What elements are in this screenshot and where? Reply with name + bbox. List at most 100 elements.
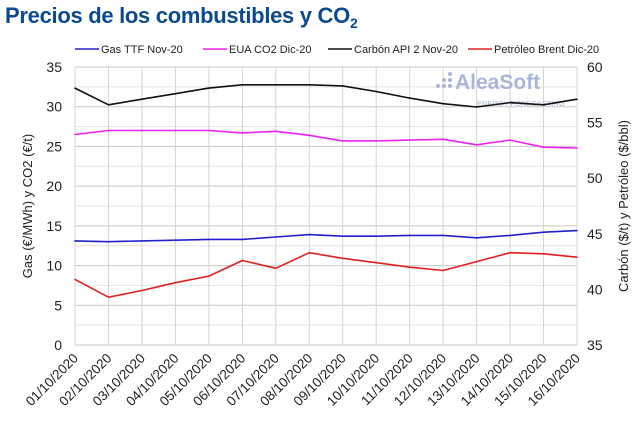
y-right-tick-label: 60 [587, 59, 603, 75]
chart-title: Precios de los combustibles y CO2 [5, 3, 358, 31]
legend-label: EUA CO2 Dic-20 [229, 44, 312, 56]
data-point [475, 236, 478, 239]
data-point [408, 234, 411, 237]
logo-dot [442, 84, 446, 88]
series-line-2 [74, 84, 578, 108]
data-point [375, 90, 378, 93]
data-point [308, 134, 311, 137]
data-point [174, 281, 177, 284]
data-point [576, 256, 578, 258]
data-point [509, 234, 511, 237]
chart-title-text: Precios de los combustibles y CO [5, 3, 350, 28]
y-right-tick-label: 35 [587, 337, 603, 353]
y-left-tick-label: 30 [46, 99, 62, 115]
data-point [241, 259, 244, 262]
y-left-tick-label: 20 [46, 178, 62, 194]
data-point [208, 238, 210, 241]
y-right-tick-label: 40 [587, 281, 603, 297]
data-point [308, 233, 311, 236]
data-point [542, 231, 545, 234]
data-point [107, 104, 110, 106]
logo-dot [448, 84, 452, 88]
data-point [107, 240, 110, 243]
data-point [542, 104, 545, 106]
aleasoft-logo [436, 72, 452, 88]
y-left-tick-label: 5 [54, 297, 62, 313]
y-right-tick-label: 55 [587, 115, 603, 131]
y-right-tick-label: 50 [587, 170, 603, 186]
data-point [475, 144, 478, 146]
series-line-0 [74, 229, 578, 243]
chart-title-subscript: 2 [349, 15, 358, 31]
data-point [576, 98, 578, 101]
data-point [542, 146, 545, 149]
legend-label: Carbón API 2 Nov-20 [354, 44, 458, 56]
data-point [375, 140, 378, 142]
y-left-tick-label: 35 [46, 59, 62, 75]
data-point [542, 253, 545, 255]
data-point [275, 83, 277, 86]
data-point [475, 106, 478, 108]
data-point [174, 129, 177, 132]
data-point [107, 129, 110, 132]
legend-label: Petróleo Brent Dic-20 [494, 44, 599, 56]
legend-label: Gas TTF Nov-20 [101, 44, 183, 56]
data-point [241, 132, 244, 134]
data-point [275, 130, 277, 133]
data-point [107, 296, 110, 298]
data-point [509, 101, 511, 104]
data-point [141, 98, 143, 101]
data-point [74, 278, 76, 281]
data-point [442, 138, 444, 141]
data-point [141, 129, 143, 132]
data-point [442, 102, 444, 105]
data-point [208, 87, 210, 89]
y-left-tick-label: 0 [54, 337, 62, 353]
data-point [241, 238, 244, 241]
data-point [208, 275, 210, 277]
data-point [74, 240, 76, 242]
data-point [408, 97, 411, 99]
data-point [408, 139, 411, 141]
data-point [375, 261, 378, 264]
y-right-axis-label: Carbón ($/t) y Petróleo ($/bbl) [616, 120, 631, 292]
data-point [442, 269, 444, 272]
data-point [408, 266, 411, 268]
data-point [341, 85, 344, 87]
data-point [74, 87, 76, 89]
data-point [308, 83, 311, 86]
data-point [475, 260, 478, 263]
data-point [174, 92, 177, 95]
data-point [241, 83, 244, 86]
data-point [174, 239, 177, 241]
y-left-tick-label: 25 [46, 138, 62, 154]
y-left-axis-label: Gas (€/MWh) y CO2 (€/t) [20, 134, 35, 278]
data-point [509, 251, 511, 254]
data-point [375, 235, 378, 237]
data-point [341, 257, 344, 260]
logo-dot [448, 72, 452, 76]
y-left-tick-label: 15 [46, 218, 62, 234]
data-point [141, 289, 143, 292]
logo-dot [448, 78, 452, 82]
data-point [576, 147, 578, 149]
watermark-brand: AleaSoft [455, 71, 540, 94]
data-point [509, 139, 511, 141]
data-point [341, 140, 344, 142]
data-point [208, 129, 210, 132]
y-right-tick-label: 45 [587, 226, 603, 242]
data-point [576, 229, 578, 232]
data-point [74, 133, 76, 136]
series-line-1 [74, 129, 578, 149]
series-line-3 [74, 251, 578, 299]
data-point [141, 240, 143, 242]
logo-dot [436, 84, 440, 88]
y-left-tick-label: 10 [46, 258, 62, 274]
data-point [275, 236, 277, 238]
data-point [308, 251, 311, 254]
data-point [275, 267, 277, 270]
data-point [442, 234, 444, 237]
data-point [341, 235, 344, 237]
logo-dot [442, 78, 446, 82]
